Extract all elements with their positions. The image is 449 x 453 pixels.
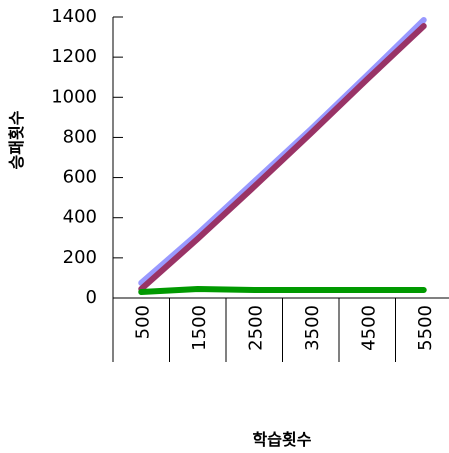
y-tick-label: 600: [63, 167, 97, 188]
x-tick-label: 4500: [358, 305, 379, 351]
series-lines: [138, 17, 427, 295]
y-tick-label: 200: [63, 247, 97, 268]
x-axis: 500 1500 2500 3500 4500 5500: [112, 297, 449, 362]
y-tick-label: 1400: [51, 6, 97, 27]
x-tick-label: 2500: [245, 305, 266, 351]
y-tick-label: 1000: [51, 86, 97, 107]
x-tick-label: 500: [132, 305, 153, 339]
series-line-2: [138, 23, 427, 292]
x-tick-label: 3500: [302, 305, 323, 351]
x-tick-label: 5500: [415, 305, 436, 351]
y-tick-label: 800: [63, 126, 97, 147]
y-axis: 0 200 400 600 800 1000 1200 1400: [51, 6, 123, 308]
y-axis-title: 승패횟수: [7, 110, 26, 169]
x-axis-title: 학습횟수: [253, 430, 312, 449]
x-tick-label: 1500: [189, 305, 210, 351]
series-line-3: [138, 285, 427, 295]
y-tick-label: 400: [63, 207, 97, 228]
series-line-1: [138, 17, 427, 286]
y-tick-label: 0: [86, 287, 97, 308]
y-tick-label: 1200: [51, 46, 97, 67]
